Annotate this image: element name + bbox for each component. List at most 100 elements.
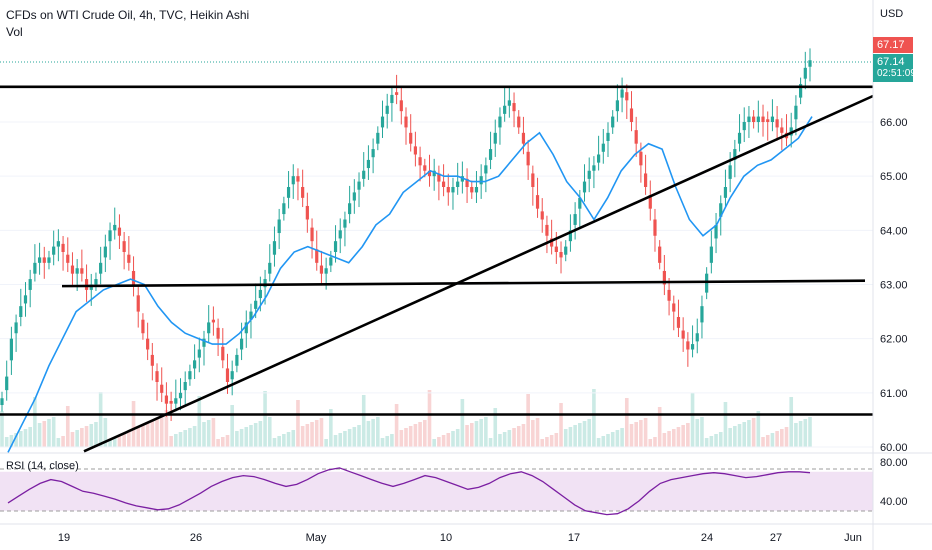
x-tick-label: 26 [190, 532, 202, 544]
candle-body [249, 311, 253, 320]
volume-bar [521, 424, 526, 447]
candle-body [333, 241, 338, 252]
volume-bar [28, 427, 32, 447]
y-tick-label: 62.00 [880, 334, 908, 346]
drawn-trendlines[interactable] [0, 85, 874, 453]
volume-bar [615, 430, 620, 447]
candle-body [484, 165, 488, 174]
volume-bar [587, 419, 592, 447]
volume-bar [554, 433, 559, 447]
volume-label[interactable]: Vol [6, 25, 23, 39]
candle-body [592, 165, 596, 171]
rsi-tick-label: 80.00 [880, 457, 908, 469]
volume-bar [404, 428, 408, 447]
rsi-tick-label: 40.00 [880, 496, 908, 508]
volume-bar [662, 433, 667, 447]
volume-bar [286, 432, 291, 447]
volume-bar [343, 431, 347, 447]
candle-body [719, 203, 723, 217]
volume-bar [277, 436, 281, 447]
candle-body [122, 241, 126, 252]
volume-bar [676, 427, 681, 447]
y-tick-label: 63.00 [880, 280, 908, 292]
volume-bar [592, 389, 596, 447]
volume-bar [733, 426, 737, 447]
candle-body [705, 273, 709, 293]
candle-body [695, 333, 699, 342]
candle-body [723, 187, 728, 198]
support-line-mid[interactable] [61, 279, 866, 288]
time-axis[interactable]: 19 26 May 10 17 24 27 Jun [58, 532, 862, 544]
candle-body [545, 224, 549, 236]
candle-body [282, 203, 286, 215]
currency-label[interactable]: USD [880, 8, 904, 20]
candle-body [648, 195, 652, 209]
volume-bar [159, 417, 164, 447]
candle-body [737, 132, 742, 144]
volume-bar [422, 420, 427, 447]
volume-bar [267, 417, 272, 447]
volume-bar [235, 431, 239, 447]
volume-bar [568, 427, 573, 447]
x-tick-label: 17 [568, 532, 580, 544]
x-tick-label: Jun [844, 532, 862, 544]
volume-bar [272, 438, 277, 447]
volume-bar [211, 418, 216, 447]
rsi-label[interactable]: RSI (14, close) [6, 460, 79, 472]
candle-body [780, 127, 784, 133]
candle-body [517, 116, 521, 128]
candle-body [348, 203, 352, 215]
candle-body [653, 219, 657, 236]
candle-body [225, 368, 230, 382]
volume-bar [94, 422, 98, 447]
volume-bar [789, 397, 794, 447]
candle-body [155, 371, 159, 382]
y-tick-label: 60.00 [880, 442, 908, 454]
volume-bar [437, 437, 441, 447]
volume-bar [648, 439, 653, 447]
candle-body [606, 132, 610, 141]
volume-bar [474, 421, 479, 447]
candle-body [202, 338, 206, 347]
volume-bar [145, 423, 150, 447]
candle-body [559, 252, 563, 258]
volume-bar [610, 432, 615, 447]
volume-bar [507, 430, 512, 447]
x-tick-label: 19 [58, 532, 70, 544]
candle-body [742, 122, 746, 131]
volume-bar [300, 426, 305, 447]
candle-body [752, 116, 756, 122]
candle-body [33, 262, 37, 274]
candle-body [803, 67, 807, 79]
volume-bar [319, 418, 324, 447]
volume-bar [310, 422, 314, 447]
candle-body [301, 187, 305, 198]
ascending-trendline[interactable] [83, 94, 874, 453]
candle-body [319, 265, 324, 274]
volume-bar [61, 436, 65, 447]
volume-bar [493, 408, 498, 447]
candle-body [535, 195, 540, 209]
candle-body [80, 268, 84, 274]
candle-body [587, 170, 591, 179]
candle-body [127, 254, 131, 263]
candle-body [503, 105, 507, 114]
volume-bar [178, 432, 183, 447]
volume-bar [747, 420, 751, 447]
countdown-tag: 02:51:09 [873, 66, 916, 82]
candle-body [254, 300, 258, 309]
candle-body [568, 230, 573, 242]
volume-bar [751, 418, 756, 447]
volume-histogram [0, 389, 812, 447]
candle-body [794, 105, 798, 120]
chart-title[interactable]: CFDs on WTI Crude Oil, 4h, TVC, Heikin A… [6, 8, 250, 22]
candle-body [395, 92, 399, 95]
volume-bar [141, 425, 145, 447]
candle-body [573, 214, 577, 225]
volume-bar [376, 417, 380, 447]
price-axis[interactable]: 60.00 61.00 62.00 63.00 64.00 65.00 66.00 [880, 117, 908, 454]
volume-bar [174, 434, 178, 447]
candle-body [620, 89, 624, 98]
volume-bar [643, 418, 648, 447]
